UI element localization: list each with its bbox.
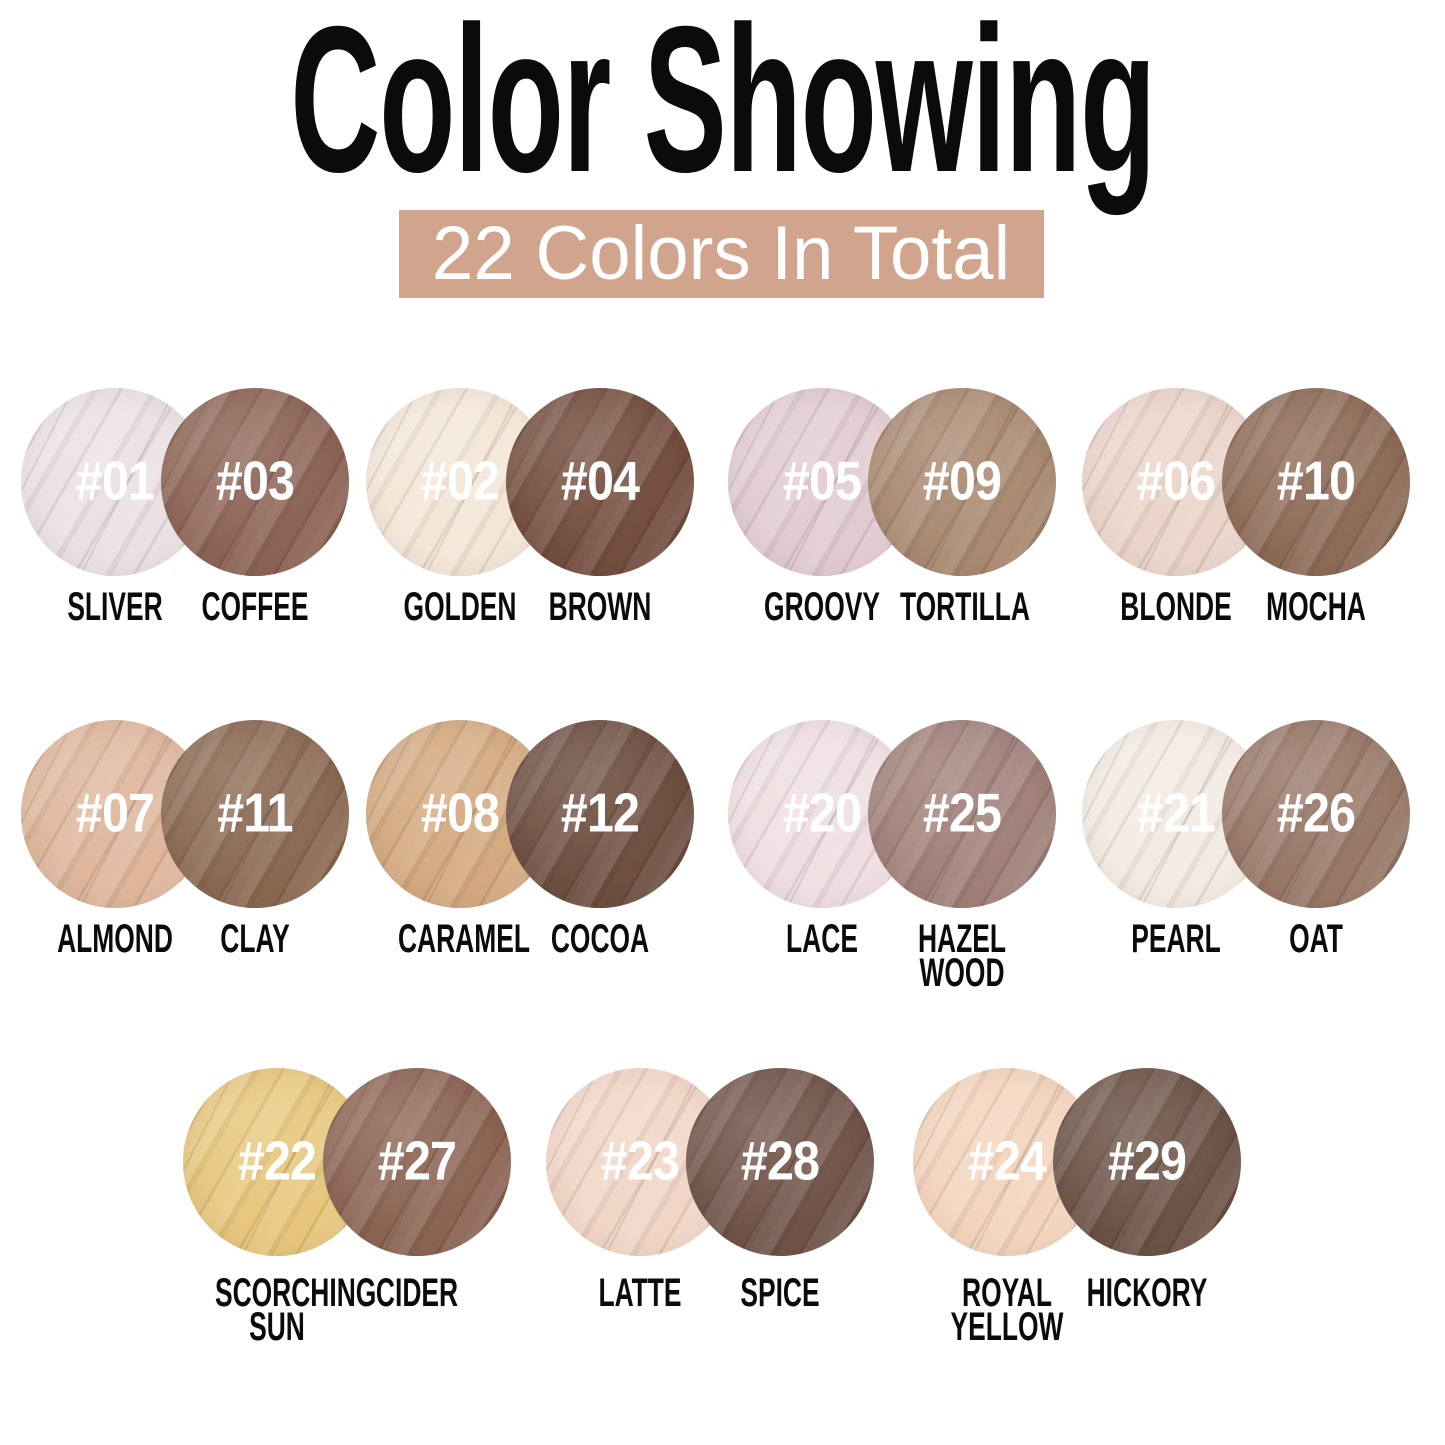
swatch-circle: #11: [161, 720, 349, 908]
swatch-circle: #03: [161, 388, 349, 576]
subtitle-banner: 22 Colors In Total: [399, 210, 1044, 298]
swatch-number: #20: [782, 781, 862, 844]
swatch-circle: #26: [1222, 720, 1410, 908]
swatch-number: #05: [782, 449, 862, 512]
swatch-number: #10: [1276, 449, 1356, 512]
swatch-circle: #25: [868, 720, 1056, 908]
swatch-number: #11: [217, 781, 293, 844]
swatch-pair: #24 #29 ROYAL YELLOW HICKORY: [913, 1068, 1241, 1353]
swatch-number: #24: [967, 1129, 1047, 1192]
swatch-name-label: TORTILLA: [899, 585, 1030, 629]
swatch-name-label: CLAY: [220, 917, 290, 961]
swatch-pair: #07 #11 ALMOND CLAY: [21, 720, 349, 1005]
swatch-name-label: HICKORY: [1086, 1271, 1208, 1315]
swatch-name-label: HAZEL WOOD: [917, 917, 1006, 995]
swatch-circle: #10: [1222, 388, 1410, 576]
swatch-pair: #02 #04 GOLDEN BROWN: [366, 388, 694, 673]
swatch-number: #07: [75, 781, 155, 844]
swatch-number: #26: [1276, 781, 1356, 844]
swatch-name-label: COCOA: [550, 917, 650, 961]
swatch-number: #09: [922, 449, 1002, 512]
swatch-pair: #06 #10 BLONDE MOCHA: [1082, 388, 1410, 673]
swatch-pair: #20 #25 LACE HAZEL WOOD: [728, 720, 1056, 1005]
swatch-number: #27: [377, 1129, 457, 1192]
swatch-name-label: PEARL: [1131, 917, 1221, 961]
swatch-number: #06: [1136, 449, 1216, 512]
swatch-pair: #21 #26 PEARL OAT: [1082, 720, 1410, 1005]
swatch-number: #21: [1136, 781, 1216, 844]
swatch-name-label: COFFEE: [201, 585, 309, 629]
swatch-name-label: LATTE: [598, 1271, 682, 1315]
swatch-number: #28: [740, 1129, 820, 1192]
swatch-name-label: GROOVY: [764, 585, 880, 629]
swatch-number: #01: [75, 449, 155, 512]
subtitle-text: 22 Colors In Total: [432, 211, 1011, 296]
title-wrap: Color Showing: [0, 0, 1445, 213]
swatch-number: #29: [1107, 1129, 1187, 1192]
page-title: Color Showing: [290, 0, 1156, 216]
swatch-name-label: SPICE: [740, 1271, 820, 1315]
swatch-pair: #01 #03 SLIVER COFFEE: [21, 388, 349, 673]
swatch-number: #08: [420, 781, 500, 844]
swatch-name-label: SLIVER: [67, 585, 163, 629]
swatch-number: #02: [420, 449, 500, 512]
swatch-circle: #28: [686, 1068, 874, 1256]
swatch-number: #22: [237, 1129, 317, 1192]
swatch-number: #04: [560, 449, 640, 512]
swatch-name-label: BLONDE: [1120, 585, 1232, 629]
swatch-circle: #27: [323, 1068, 511, 1256]
swatch-name-label: CIDER: [375, 1271, 459, 1315]
swatch-pair: #08 #12 CARAMEL COCOA: [366, 720, 694, 1005]
swatch-circle: #12: [506, 720, 694, 908]
swatch-name-label: MOCHA: [1266, 585, 1366, 629]
swatch-circle: #07: [21, 720, 209, 908]
swatch-name-label: BROWN: [548, 585, 652, 629]
swatch-pair: #05 #09 GROOVY TORTILLA: [728, 388, 1056, 673]
swatch-number: #25: [922, 781, 1002, 844]
swatch-pair: #22 #27 SCORCHING SUN CIDER: [183, 1068, 511, 1353]
swatch-name-label: ALMOND: [57, 917, 173, 961]
swatch-name-label: SCORCHING SUN: [214, 1271, 377, 1349]
swatch-name-label: LACE: [786, 917, 858, 961]
swatch-pair: #23 #28 LATTE SPICE: [546, 1068, 874, 1353]
swatch-circle: #04: [506, 388, 694, 576]
swatch-name-label: ROYAL YELLOW: [950, 1271, 1064, 1349]
swatch-name-label: CARAMEL: [397, 917, 530, 961]
swatch-number: #12: [560, 781, 640, 844]
swatch-number: #23: [600, 1129, 680, 1192]
swatch-name-label: OAT: [1289, 917, 1343, 961]
swatch-name-label: GOLDEN: [403, 585, 517, 629]
swatch-circle: #29: [1053, 1068, 1241, 1256]
swatch-circle: #09: [868, 388, 1056, 576]
swatch-circle: #02: [366, 388, 554, 576]
swatch-number: #03: [215, 449, 295, 512]
